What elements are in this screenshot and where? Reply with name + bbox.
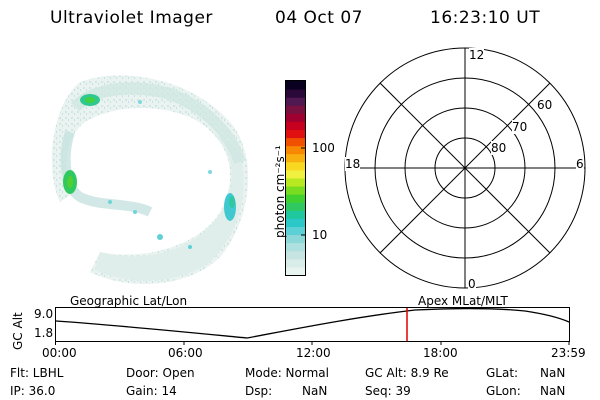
colorbar-cell [286, 210, 305, 219]
timeline-ytick-bottom: 1.8 [34, 326, 54, 340]
colorbar-cell [286, 153, 305, 163]
lat-70-label: 70 [512, 120, 528, 134]
mlt-0-label: 0 [468, 277, 476, 291]
colorbar-cell [286, 89, 305, 98]
colorbar-cell [286, 242, 305, 252]
colorbar-cell [286, 218, 305, 227]
dsp-value: NaN [302, 384, 328, 398]
instrument-title: Ultraviolet Imager [50, 8, 213, 28]
colorbar-cell [286, 258, 305, 268]
colorbar-unit-label: photon cm⁻²s⁻¹ [273, 145, 287, 238]
mode-info: Mode: Normal [245, 366, 329, 380]
mlt-6-label: 6 [576, 157, 584, 171]
door-info: Door: Open [126, 366, 195, 380]
colorbar-tick-10: 10 [312, 228, 328, 242]
altitude-timeline [55, 307, 570, 345]
colorbar-cell [286, 186, 305, 195]
colorbar-cell [286, 81, 305, 90]
xtick-0000: 00:00 [42, 346, 77, 360]
filter-info: Flt: LBHL [10, 366, 64, 380]
glat-label: GLat: [486, 366, 519, 380]
glon-value: NaN [540, 384, 566, 398]
colorbar-cell [286, 121, 305, 130]
lat-80-label: 80 [491, 141, 507, 155]
glon-label: GLon: [486, 384, 521, 398]
time-label: 16:23:10 UT [430, 8, 541, 28]
glat-value: NaN [540, 366, 566, 380]
colorbar-cell [286, 161, 305, 171]
date-label: 04 Oct 07 [275, 8, 363, 28]
colorbar-cell [286, 169, 305, 179]
colorbar-cell [286, 226, 305, 236]
xtick-1800: 18:00 [423, 346, 458, 360]
dsp-label: Dsp: [245, 384, 273, 398]
colorbar-cell [286, 105, 305, 114]
lat-60-label: 60 [537, 98, 553, 112]
colorbar-cell [286, 97, 305, 106]
xtick-2359: 23:59 [551, 346, 586, 360]
colorbar-cell [286, 234, 305, 244]
colorbar-cell [286, 113, 305, 122]
mlt-18-label: 18 [345, 157, 361, 171]
seq-info: Seq: 39 [365, 384, 411, 398]
timeline-left-label: Geographic Lat/Lon [70, 294, 188, 308]
colorbar-cell [286, 194, 305, 203]
colorbar-tick-100: 100 [312, 141, 335, 155]
auroral-image [51, 75, 249, 284]
polar-grid [344, 47, 586, 289]
colorbar-cell [286, 202, 305, 211]
colorbar-cell [286, 266, 305, 276]
gain-info: Gain: 14 [126, 384, 177, 398]
colorbar-cell [286, 137, 305, 147]
colorbar [285, 80, 306, 276]
gc-alt-info: GC Alt: 8.9 Re [365, 366, 449, 380]
colorbar-cell [286, 129, 305, 139]
timeline-right-label: Apex MLat/MLT [418, 294, 508, 308]
timeline-ytick-top: 9.0 [34, 307, 54, 321]
colorbar-cell [286, 178, 305, 187]
colorbar-cell [286, 250, 305, 260]
mlt-12-label: 12 [469, 48, 485, 62]
xtick-0600: 06:00 [168, 346, 203, 360]
timeline-axis-label: GC Alt [11, 312, 25, 350]
xtick-1200: 12:00 [296, 346, 331, 360]
colorbar-cell [286, 145, 305, 155]
ip-info: IP: 36.0 [10, 384, 56, 398]
